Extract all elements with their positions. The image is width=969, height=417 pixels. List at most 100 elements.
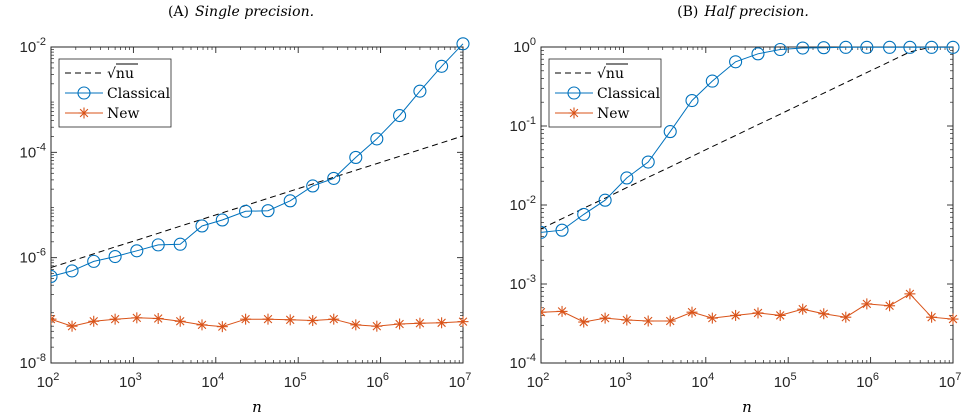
x-tick-label: 102 (527, 371, 550, 391)
data-point (883, 40, 897, 54)
y-tick-base: 10 (510, 276, 527, 293)
chart-panel-0: (A) Single precision.102 103 104 105 106 10710… (20, 4, 472, 416)
x-tick-label: 104 (691, 371, 714, 391)
data-point (641, 155, 655, 169)
series-star (541, 288, 959, 328)
data-point (797, 303, 809, 315)
data-point (394, 318, 406, 330)
data-point (370, 132, 384, 146)
chart-title: (A) Single precision. (168, 4, 314, 20)
data-point (947, 313, 959, 325)
data-point (860, 40, 874, 54)
data-point (240, 313, 252, 325)
legend-marker (78, 107, 90, 119)
y-tick-label: 100 (513, 36, 536, 56)
data-point (173, 237, 187, 251)
x-tick-exp: 7 (465, 371, 471, 383)
data-point (705, 74, 719, 88)
data-point (195, 219, 209, 233)
legend: √nu Classical New (58, 58, 172, 128)
data-point (131, 312, 143, 324)
data-point (817, 41, 831, 55)
data-point (685, 93, 699, 108)
y-tick-label: 10-8 (20, 352, 46, 372)
y-tick-base: 10 (510, 197, 527, 214)
data-point (51, 313, 57, 325)
data-point (371, 320, 383, 332)
x-tick-base: 10 (609, 374, 626, 391)
data-point (599, 312, 611, 324)
data-point (752, 307, 764, 319)
data-point (556, 305, 568, 317)
data-point (215, 213, 229, 227)
legend-label: Classical (107, 86, 171, 102)
x-tick-label: 106 (366, 371, 389, 391)
series-star (51, 312, 469, 333)
chart-panel-1: (B) Half precision.102 103 104 105 106 10710-4… (510, 4, 962, 416)
data-point (884, 300, 896, 312)
data-point (174, 315, 186, 327)
data-point (436, 317, 448, 329)
data-point (307, 315, 319, 327)
data-point (261, 204, 275, 218)
data-point (729, 55, 743, 69)
x-tick-label: 105 (284, 371, 307, 391)
x-tick-label: 107 (449, 371, 472, 391)
y-tick-exp: -8 (36, 352, 46, 364)
x-tick-base: 10 (119, 374, 136, 391)
data-point (350, 319, 362, 331)
x-tick-label: 103 (119, 371, 142, 391)
data-point (555, 223, 569, 237)
data-point (109, 313, 121, 325)
x-tick-label: 103 (609, 371, 632, 391)
x-axis-label: n (742, 398, 752, 416)
data-point (642, 315, 654, 327)
x-tick-base: 10 (284, 374, 301, 391)
x-tick-exp: 2 (543, 371, 549, 383)
legend-marker (77, 86, 91, 100)
y-tick-exp: -3 (526, 273, 536, 285)
x-tick-base: 10 (449, 374, 466, 391)
y-tick-exp: 0 (530, 36, 536, 48)
y-tick-exp: -2 (36, 36, 46, 48)
legend-label: Classical (597, 86, 661, 102)
y-tick-label: 10-2 (510, 194, 536, 214)
data-point (457, 316, 469, 328)
data-point (861, 298, 873, 310)
series-line (51, 43, 464, 277)
caption-tag: (A) (168, 4, 189, 20)
data-point (66, 320, 78, 332)
data-point (51, 269, 58, 283)
x-tick-base: 10 (527, 374, 544, 391)
caption-tag: (B) (677, 4, 698, 20)
data-point (284, 314, 296, 326)
y-tick-label: 10-1 (510, 115, 536, 135)
data-point (239, 204, 253, 218)
y-tick-base: 10 (510, 118, 527, 135)
data-point (541, 306, 547, 318)
x-tick-label: 105 (774, 371, 797, 391)
data-point (664, 315, 676, 327)
x-tick-exp: 4 (708, 371, 714, 383)
data-point (328, 313, 340, 325)
legend-label: √nu (107, 66, 134, 82)
legend-marker (568, 107, 580, 119)
data-point (216, 321, 228, 333)
series-line (541, 46, 953, 233)
data-point (621, 314, 633, 326)
x-tick-base: 10 (774, 374, 791, 391)
x-tick-exp: 2 (53, 371, 59, 383)
y-tick-base: 10 (513, 39, 530, 56)
y-tick-label: 10-3 (510, 273, 536, 293)
data-point (283, 194, 297, 208)
y-tick-base: 10 (20, 355, 37, 372)
x-tick-exp: 6 (873, 371, 879, 383)
x-tick-exp: 5 (300, 371, 306, 383)
data-point (904, 288, 916, 300)
x-tick-exp: 5 (790, 371, 796, 383)
x-tick-exp: 6 (383, 371, 389, 383)
x-tick-exp: 3 (626, 371, 632, 383)
x-axis-label: n (252, 398, 262, 416)
data-point (730, 309, 742, 321)
